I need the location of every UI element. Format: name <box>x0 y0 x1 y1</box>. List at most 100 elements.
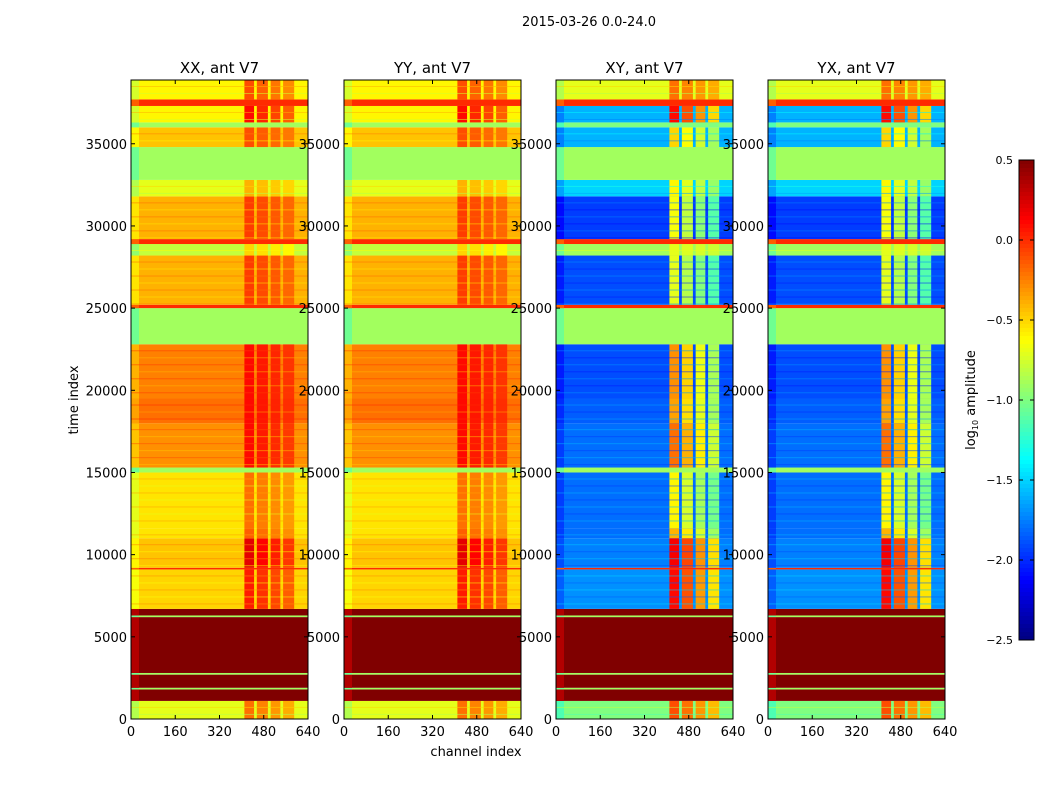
heatmap-cell <box>920 255 932 305</box>
heatmap-edge <box>556 239 564 245</box>
heatmap-cell <box>270 105 281 123</box>
heatmap-stripe <box>131 392 308 394</box>
heatmap-edge <box>556 617 564 673</box>
colorbar-segment <box>1019 396 1034 401</box>
heatmap-band <box>131 569 308 609</box>
heatmap-band <box>768 687 945 690</box>
heatmap-stripe <box>768 230 945 232</box>
heatmap-edge <box>344 255 352 305</box>
x-axis-label: channel index <box>430 745 521 760</box>
heatmap-stripe <box>556 250 733 252</box>
heatmap-edge <box>768 255 776 305</box>
figure-title: 2015-03-26 0.0-24.0 <box>522 15 656 30</box>
y-tick-label: 20000 <box>723 384 764 399</box>
heatmap-edge <box>131 467 139 473</box>
heatmap-stripe <box>344 118 521 120</box>
heatmap-band <box>131 122 308 128</box>
heatmap-stripe <box>344 429 521 431</box>
heatmap-stripe <box>344 230 521 232</box>
colorbar-segment <box>1019 492 1034 497</box>
heatmap-stripe <box>131 492 308 494</box>
heatmap-cell <box>256 127 268 148</box>
heatmap-cell <box>681 528 693 539</box>
heatmap-stripe <box>556 378 733 380</box>
y-tick-label: 30000 <box>86 220 127 235</box>
heatmap-stripe <box>768 93 945 94</box>
heatmap-stripe <box>344 464 521 466</box>
heatmap-stripe <box>556 513 733 515</box>
heatmap-edge <box>768 569 776 609</box>
heatmap-stripe <box>344 589 521 591</box>
heatmap-cell <box>920 196 932 240</box>
colorbar-segment <box>1019 300 1034 305</box>
heatmap-band <box>344 674 521 688</box>
heatmap-stripe <box>344 140 521 142</box>
colorbar-segment <box>1019 392 1034 397</box>
x-tick-label: 640 <box>296 725 321 740</box>
heatmap-edge <box>768 196 776 240</box>
heatmap-stripe <box>768 111 945 113</box>
heatmap-cell <box>256 255 268 305</box>
heatmap-edge <box>131 608 139 616</box>
colorbar-segment <box>1019 308 1034 313</box>
heatmap-band <box>344 569 521 609</box>
heatmap-band <box>131 304 308 309</box>
heatmap-band <box>556 689 733 701</box>
colorbar-segment <box>1019 480 1034 485</box>
heatmap-band <box>344 687 521 690</box>
heatmap-edge <box>131 147 139 180</box>
colorbar-segment <box>1019 436 1034 441</box>
heatmap-stripe <box>556 596 733 598</box>
heatmap-stripe <box>556 450 733 452</box>
heatmap-stripe <box>768 558 945 560</box>
heatmap-edge <box>768 304 776 309</box>
heatmap-cell <box>881 423 892 468</box>
heatmap-edge <box>556 423 564 468</box>
y-tick-label: 5000 <box>731 631 764 646</box>
heatmap-cell <box>681 398 693 424</box>
heatmap-stripe <box>556 520 733 522</box>
heatmap-cell <box>483 569 494 609</box>
heatmap-cell <box>457 105 468 123</box>
heatmap-cell <box>283 569 295 609</box>
heatmap-edge <box>768 308 776 345</box>
heatmap-cell <box>920 244 932 256</box>
heatmap-edge <box>768 244 776 256</box>
x-tick-label: 0 <box>552 725 560 740</box>
heatmap-stripe <box>768 544 945 546</box>
heatmap-edge <box>344 674 352 688</box>
heatmap-stripe <box>344 506 521 508</box>
heatmap-cell <box>483 244 494 256</box>
colorbar-segment <box>1019 164 1034 169</box>
heatmap-cell <box>469 528 481 539</box>
heatmap-stripe <box>556 478 733 480</box>
colorbar-segment <box>1019 548 1034 553</box>
heatmap-stripe <box>131 565 308 567</box>
heatmap-cell <box>695 569 706 609</box>
heatmap-cell <box>244 423 255 468</box>
heatmap-stripe <box>344 558 521 560</box>
heatmap-cell <box>483 528 494 539</box>
heatmap-cell <box>907 569 918 609</box>
y-tick-label: 35000 <box>723 138 764 153</box>
heatmap-edge <box>131 308 139 345</box>
heatmap-edge <box>556 196 564 240</box>
heatmap-edge <box>768 700 776 719</box>
heatmap-stripe <box>556 411 733 413</box>
heatmap-edge <box>344 179 352 197</box>
heatmap-cell <box>469 398 481 424</box>
heatmap-band <box>556 615 733 618</box>
heatmap-stripe <box>556 589 733 591</box>
heatmap-cell <box>920 80 932 100</box>
y-tick-label: 0 <box>332 713 340 728</box>
heatmap-band <box>131 244 308 256</box>
heatmap-edge <box>768 467 776 473</box>
heatmap-edge <box>131 538 139 568</box>
heatmap-stripe <box>131 520 308 522</box>
heatmap-edge <box>768 674 776 688</box>
colorbar-segment <box>1019 388 1034 393</box>
heatmap-cell <box>881 700 892 719</box>
heatmap-cell <box>244 244 255 256</box>
heatmap-cell <box>283 105 295 123</box>
heatmap-cell <box>681 255 693 305</box>
